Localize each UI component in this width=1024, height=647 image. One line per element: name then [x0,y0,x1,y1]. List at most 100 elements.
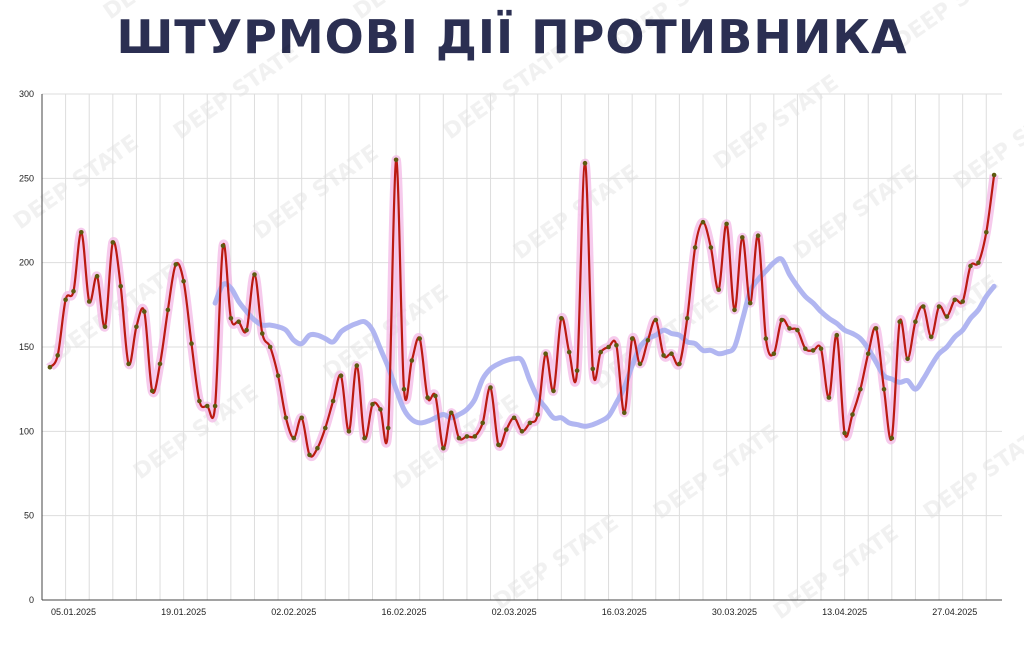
y-tick-label: 150 [19,342,34,352]
daily-data-point [566,349,572,355]
watermark-text: DEEP STATE [169,40,303,145]
daily-data-point [574,368,580,373]
daily-data-point [370,402,375,407]
daily-data-point [346,429,352,434]
x-tick-label: 02.03.2025 [492,607,537,617]
daily-data-point [63,297,68,303]
daily-data-point [181,278,186,284]
y-tick-label: 0 [29,595,34,605]
daily-data-point [732,307,737,313]
daily-data-point [283,415,289,421]
trend-series-line [212,256,997,429]
x-tick-label: 05.01.2025 [51,607,96,617]
daily-data-point [834,332,840,338]
daily-data-point [661,353,666,358]
daily-data-point [826,395,832,400]
daily-data-point [582,160,588,166]
daily-data-point [810,348,816,353]
daily-data-point [779,317,784,323]
daily-data-point [378,407,383,412]
daily-data-point [94,273,100,279]
daily-data-point [637,361,643,367]
daily-data-point [629,336,635,341]
daily-data-point [441,445,446,451]
daily-data-point [850,412,855,417]
daily-data-point [189,341,194,346]
daily-data-point [519,429,525,434]
daily-data-point [511,415,517,421]
daily-data-point [645,338,651,343]
daily-data-point [677,361,682,367]
daily-data-point [771,351,777,357]
daily-data-point [747,300,753,306]
daily-data-point [71,289,76,294]
x-tick-label: 30.03.2025 [712,607,757,617]
daily-data-point [55,353,60,358]
watermark-text: DEEP STATE [789,160,923,265]
daily-data-point [330,398,336,404]
daily-data-point [795,327,800,333]
daily-data-point [118,284,123,289]
watermark-text: DEEP STATE [99,0,233,25]
daily-data-point [157,361,163,367]
daily-data-point [385,425,391,431]
daily-data-point [527,420,533,426]
daily-data-point [653,317,659,323]
watermark-text: DEEP STATE [709,70,843,175]
daily-data-point [401,386,407,392]
daily-data-point [858,386,863,392]
daily-data-point [614,343,619,348]
daily-data-point [936,304,942,309]
daily-data-point [142,309,147,314]
daily-data-point [425,395,430,400]
y-tick-label: 250 [19,173,34,183]
daily-data-point [684,316,690,321]
daily-data-point [323,425,328,431]
daily-data-point [47,364,53,370]
daily-data-point [204,403,210,409]
daily-data-point [606,344,611,350]
watermark-text: DEEP STATE [509,160,643,265]
daily-data-point [236,319,241,325]
grid [41,93,1002,601]
daily-data-point [881,386,887,392]
daily-data-point [921,304,926,309]
daily-data-point [700,219,706,225]
daily-data-point [991,172,997,178]
daily-data-point [315,445,320,451]
daily-data-point [740,235,745,240]
daily-data-point [110,240,116,245]
x-tick-label: 27.04.2025 [932,607,977,617]
daily-data-point [535,412,540,417]
daily-series [47,157,997,458]
daily-data-point [968,263,973,269]
daily-data-point [842,430,847,436]
daily-data-point [708,245,714,250]
daily-data-point [905,356,910,362]
daily-data-point [928,334,934,340]
daily-data-point [716,287,721,293]
daily-data-point [212,403,218,409]
trend-series [212,256,997,429]
daily-data-point [984,230,989,235]
axes [41,94,1002,601]
daily-data-point [803,346,808,352]
daily-data-point [559,316,564,321]
daily-data-point [354,363,360,368]
watermark-text: DEEP STATE [649,420,783,525]
page-title: ШТУРМОВІ ДІЇ ПРОТИВНИКА [116,10,908,64]
daily-data-point [393,157,399,163]
y-tick-label: 200 [19,258,34,268]
watermark-text: DEEP STATE [439,40,573,145]
daily-data-point [307,452,312,458]
x-tick-label: 19.01.2025 [161,607,206,617]
daily-data-point [496,442,501,448]
daily-data-point [622,410,627,416]
daily-data-point [173,262,179,267]
daily-data-point [409,358,415,363]
daily-data-point [692,245,698,250]
daily-data-point [543,351,548,357]
daily-data-point [480,420,486,426]
daily-data-point [976,260,981,266]
